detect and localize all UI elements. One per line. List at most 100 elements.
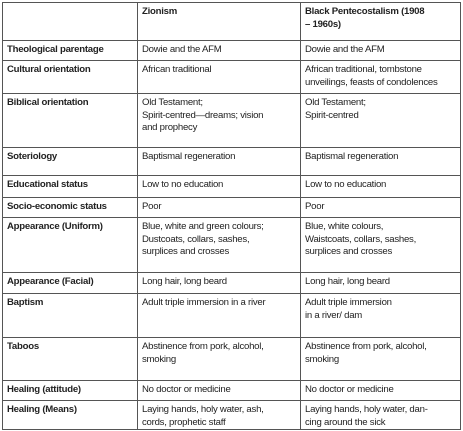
table-row: Theological parentage Dowie and the AFM Do… bbox=[2, 40, 461, 61]
cell: No doctor or medicine bbox=[300, 380, 461, 401]
row-label: Appearance (Uniform) bbox=[2, 217, 138, 273]
cell-line: Spirit-centred bbox=[305, 109, 359, 121]
table-row: Educational status Low to no education Low… bbox=[2, 175, 461, 198]
cell-line: cing around the sick bbox=[305, 416, 386, 428]
cell: Long hair, long beard bbox=[300, 272, 461, 294]
cell-line: smoking bbox=[142, 353, 176, 365]
row-label: Taboos bbox=[2, 337, 138, 381]
cell-line: Poor bbox=[305, 201, 325, 212]
cell-line: African traditional bbox=[142, 64, 212, 75]
cell: Old Testament; Spirit-centred bbox=[300, 93, 461, 148]
cell: African traditional bbox=[137, 60, 301, 94]
table-row: Baptism Adult triple immersion in a river… bbox=[2, 293, 461, 338]
cell-line: surplices and crosses bbox=[142, 246, 229, 257]
cell-line: Soteriology bbox=[7, 151, 58, 162]
cell: Blue, white colours, Waistcoats, collars,… bbox=[300, 217, 461, 273]
cell: Abstinence from pork, alcohol, smoking bbox=[137, 337, 301, 381]
cell-line: Appearance (Facial) bbox=[7, 276, 94, 287]
cell-line: Appearance (Uniform) bbox=[7, 221, 103, 232]
cell-line: Healing (Means) bbox=[7, 404, 77, 415]
cell-line: Waistcoats, collars, sashes, bbox=[305, 233, 417, 245]
cell: Baptismal regeneration bbox=[300, 147, 461, 176]
cell-line: surplices and crosses bbox=[305, 246, 392, 257]
header-cell: Zionism bbox=[137, 2, 301, 41]
row-label: Biblical orientation bbox=[2, 93, 138, 148]
cell-line: Dowie and the AFM bbox=[305, 44, 385, 55]
cell-line: Adult triple immersion bbox=[305, 297, 392, 308]
cell-line: Long hair, long beard bbox=[142, 276, 227, 287]
cell-line: Abstinence from pork, alcohol, bbox=[142, 341, 264, 352]
cell-line: cords, prophetic staff bbox=[142, 416, 226, 428]
cell: Abstinence from pork, alcohol, smoking bbox=[300, 337, 461, 381]
cell-line: Socio-economic status bbox=[7, 201, 107, 212]
cell-line: Old Testament; bbox=[305, 97, 366, 108]
cell-line: No doctor or medicine bbox=[142, 384, 231, 395]
cell-line: Laying hands, holy water, dan- bbox=[305, 404, 428, 415]
cell: Adult triple immersion in a river bbox=[137, 293, 301, 338]
cell-line: Black Pentecostalism (1908 bbox=[305, 6, 425, 17]
cell: Long hair, long beard bbox=[137, 272, 301, 294]
cell-line: smoking bbox=[305, 353, 339, 365]
row-label: Soteriology bbox=[2, 147, 138, 176]
cell-line: Baptismal regeneration bbox=[305, 151, 399, 162]
cell-line: Old Testament; bbox=[142, 97, 203, 108]
cell-line: Blue, white and green colours; bbox=[142, 221, 264, 232]
table-row: Socio-economic status Poor Poor bbox=[2, 197, 461, 218]
cell: Low to no education bbox=[137, 175, 301, 198]
row-label: Healing (attitude) bbox=[2, 380, 138, 401]
cell-line: Dowie and the AFM bbox=[142, 44, 222, 55]
table-row: Healing (attitude) No doctor or medicine N… bbox=[2, 380, 461, 401]
cell-line: Baptismal regeneration bbox=[142, 151, 236, 162]
cell-line: Biblical orientation bbox=[7, 97, 89, 108]
cell-line: No doctor or medicine bbox=[305, 384, 394, 395]
cell: Old Testament; Spirit-centred—dreams; vis… bbox=[137, 93, 301, 148]
header-cell bbox=[2, 2, 138, 41]
cell-line: Healing (attitude) bbox=[7, 384, 81, 395]
cell-line: Adult triple immersion in a river bbox=[142, 297, 266, 308]
header-cell: Black Pentecostalism (1908– 1960s) bbox=[300, 2, 461, 41]
cell-line: in a river/ dam bbox=[305, 309, 363, 321]
cell-line: Dustcoats, collars, sashes, bbox=[142, 233, 250, 245]
table-row: Biblical orientation Old Testament; Spirit… bbox=[2, 93, 461, 148]
cell: Baptismal regeneration bbox=[137, 147, 301, 176]
cell-line: African traditional, tombstone bbox=[305, 64, 422, 75]
table-row: Soteriology Baptismal regeneration Baptism… bbox=[2, 147, 461, 176]
cell-line: Blue, white colours, bbox=[305, 221, 384, 232]
row-label: Baptism bbox=[2, 293, 138, 338]
table-row: Appearance (Facial) Long hair, long beard… bbox=[2, 272, 461, 294]
cell: Adult triple immersion in a river/ dam bbox=[300, 293, 461, 338]
table-row: Cultural orientation African traditional A… bbox=[2, 60, 461, 94]
header-row: Zionism Black Pentecostalism (1908– 1960s… bbox=[2, 2, 461, 41]
cell-line: Poor bbox=[142, 201, 162, 212]
cell: African traditional, tombstone unveilings… bbox=[300, 60, 461, 94]
cell: Dowie and the AFM bbox=[137, 40, 301, 61]
cell-line: – 1960s) bbox=[305, 18, 341, 30]
cell-line: Laying hands, holy water, ash, bbox=[142, 404, 264, 415]
cell: Laying hands, holy water, ash, cords, pro… bbox=[137, 400, 301, 430]
cell-line: Spirit-centred—dreams; vision bbox=[142, 109, 264, 121]
cell-line: Taboos bbox=[7, 341, 39, 352]
cell-line: Zionism bbox=[142, 6, 178, 17]
row-label: Appearance (Facial) bbox=[2, 272, 138, 294]
cell-line: Cultural orientation bbox=[7, 64, 91, 75]
cell: Laying hands, holy water, dan-cing aroun… bbox=[300, 400, 461, 430]
cell-line: Baptism bbox=[7, 297, 44, 308]
row-label: Theological parentage bbox=[2, 40, 138, 61]
cell-line: Educational status bbox=[7, 179, 88, 190]
table-row: Appearance (Uniform) Blue, white and gree… bbox=[2, 217, 461, 273]
cell-line: and prophecy bbox=[142, 122, 198, 133]
table-row: Taboos Abstinence from pork, alcohol, smok… bbox=[2, 337, 461, 381]
cell-line: Long hair, long beard bbox=[305, 276, 390, 287]
cell: No doctor or medicine bbox=[137, 380, 301, 401]
row-label: Healing (Means) bbox=[2, 400, 138, 430]
cell-line: Low to no education bbox=[305, 179, 387, 190]
row-label: Educational status bbox=[2, 175, 138, 198]
table-row: Healing (Means) Laying hands, holy water,… bbox=[2, 400, 461, 430]
cell-line: Theological parentage bbox=[7, 44, 104, 55]
cell: Dowie and the AFM bbox=[300, 40, 461, 61]
cell-line: Abstinence from pork, alcohol, bbox=[305, 341, 427, 352]
cell-line: Low to no education bbox=[142, 179, 224, 190]
row-label: Cultural orientation bbox=[2, 60, 138, 94]
